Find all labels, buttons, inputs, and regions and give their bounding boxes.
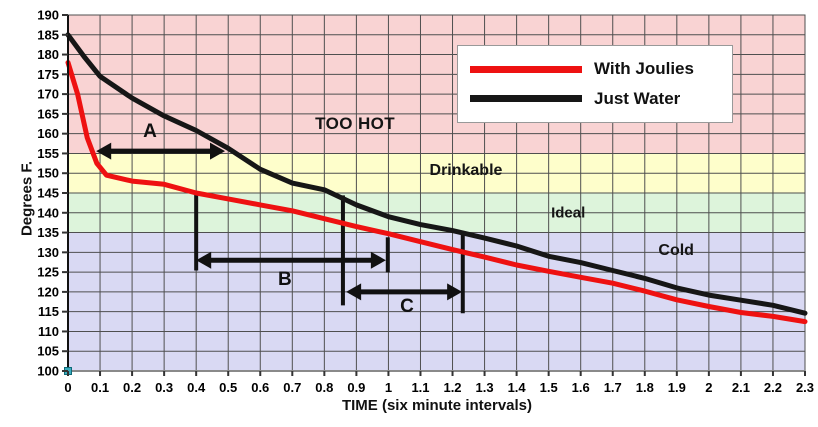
x-tick-label: 1 [385,380,392,395]
legend-item-just-water: Just Water [470,89,720,109]
x-tick-label: 2 [705,380,712,395]
interval-label-c: C [400,295,414,317]
x-tick-label: 0.1 [91,380,109,395]
y-tick-label: 145 [37,186,59,201]
y-tick-label: 175 [37,67,59,82]
y-tick-label: 160 [37,126,59,141]
x-tick-label: 0.6 [251,380,269,395]
y-tick-label: 125 [37,265,59,280]
x-tick-label: 0.2 [123,380,141,395]
x-tick-label: 1.3 [476,380,494,395]
y-tick-label: 150 [37,166,59,181]
legend-item-with-joulies: With Joulies [470,59,720,79]
x-tick-label: 0.4 [187,380,206,395]
y-tick-label: 170 [37,87,59,102]
y-tick-label: 135 [37,225,59,240]
interval-label-b: B [278,269,292,291]
x-tick-label: 2.3 [796,380,814,395]
x-tick-label: 0.5 [219,380,237,395]
x-tick-label: 0.7 [283,380,301,395]
arrowhead-left-icon [96,142,112,160]
x-tick-label: 2.2 [764,380,782,395]
y-tick-label: 180 [37,47,59,62]
x-tick-label: 2.1 [732,380,750,395]
zone-label-too-hot: TOO HOT [315,114,396,134]
zone-label-cold: Cold [658,241,694,259]
x-tick-label: 0.8 [315,380,333,395]
series-line-with-joulies [65,60,808,325]
legend-label-with-joulies: With Joulies [594,59,694,79]
legend-line-red-icon [470,65,582,73]
arrowhead-right-icon [370,251,386,269]
y-tick-label: 155 [37,146,59,161]
arrowhead-left-icon [196,251,212,269]
x-tick-label: 1.1 [411,380,429,395]
legend-line-black-icon [470,95,582,103]
y-tick-label: 140 [37,205,59,220]
y-tick-label: 115 [38,304,59,319]
x-tick-label: 1.9 [668,380,686,395]
x-tick-label: 1.5 [540,380,558,395]
arrowhead-right-icon [210,142,226,160]
y-axis-title: Degrees F. [18,160,36,237]
y-tick-label: 110 [38,324,59,339]
arrowhead-right-icon [447,283,463,301]
y-tick-label: 185 [37,27,59,42]
series-line-just-water [65,32,808,316]
y-tick-label: 105 [37,344,59,359]
x-tick-label: 0.9 [347,380,365,395]
x-tick-label: 1.8 [636,380,654,395]
legend-label-just-water: Just Water [594,88,681,108]
y-tick-label: 130 [37,245,59,260]
x-tick-label: 1.7 [604,380,622,395]
x-tick-label: 0 [64,380,71,395]
zone-label-ideal: Ideal [551,204,586,222]
y-tick-label: 100 [37,364,59,379]
x-tick-label: 1.6 [572,380,590,395]
zone-label-drinkable: Drinkable [429,161,503,179]
legend: With Joulies Just Water [457,45,733,123]
interval-label-a: A [143,121,157,143]
y-tick-label: 190 [37,8,59,23]
x-tick-label: 1.2 [443,380,461,395]
arrowhead-left-icon [346,283,362,301]
y-tick-label: 165 [37,106,59,121]
x-tick-label: 1.4 [508,380,527,395]
x-axis-title: TIME (six minute intervals) [341,397,533,414]
y-tick-label: 120 [37,284,59,299]
x-tick-label: 0.3 [155,380,173,395]
